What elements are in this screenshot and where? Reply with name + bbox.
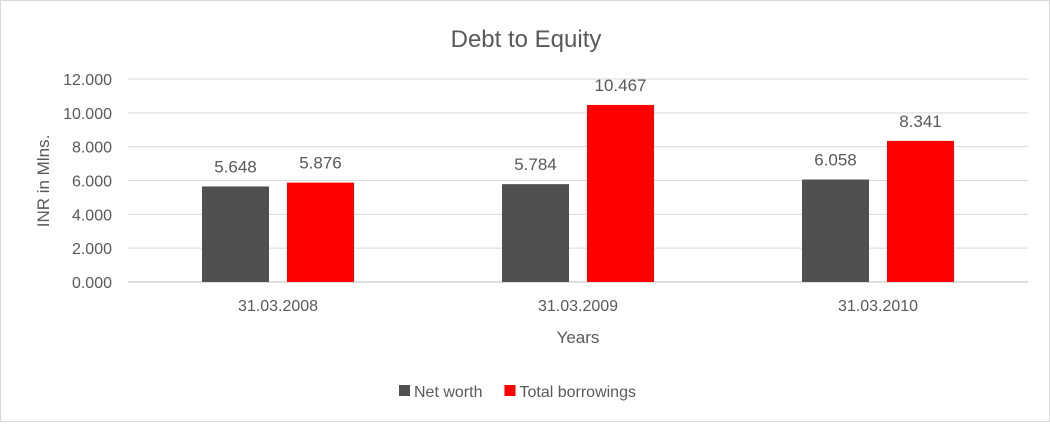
x-tick-label: 31.03.2010 [838,298,918,315]
data-label: 6.058 [814,151,857,170]
bar-net-worth [202,186,269,282]
x-tick-label: 31.03.2008 [238,298,318,315]
y-tick-label: 12.000 [63,72,112,89]
data-label: 8.341 [899,112,942,131]
x-axis-label: Years [557,328,600,347]
x-tick-label: 31.03.2009 [538,298,618,315]
y-tick-label: 2.000 [72,241,112,258]
y-tick-label: 10.000 [63,106,112,123]
y-tick-label: 0.000 [72,275,112,292]
bar-total-borrowings [587,104,654,282]
legend-swatch [399,385,410,396]
bar-net-worth [802,179,869,282]
y-tick-label: 4.000 [72,207,112,224]
bar-total-borrowings [887,140,954,282]
legend-label: Net worth [414,384,482,401]
bar-net-worth [502,184,569,282]
legend-swatch [504,385,516,396]
legend: Net worth Total borrowings [399,384,636,401]
y-tick-label: 8.000 [72,140,112,157]
data-label: 5.876 [299,154,342,173]
data-label: 5.648 [214,157,257,176]
chart-title: Debt to Equity [451,26,602,53]
y-tick-label: 6.000 [72,174,112,191]
y-axis-label: INR in Mlns. [34,135,53,228]
data-label: 5.784 [514,155,557,174]
bar-total-borrowings [287,182,354,282]
legend-label: Total borrowings [519,384,636,401]
data-label: 10.467 [595,76,647,95]
